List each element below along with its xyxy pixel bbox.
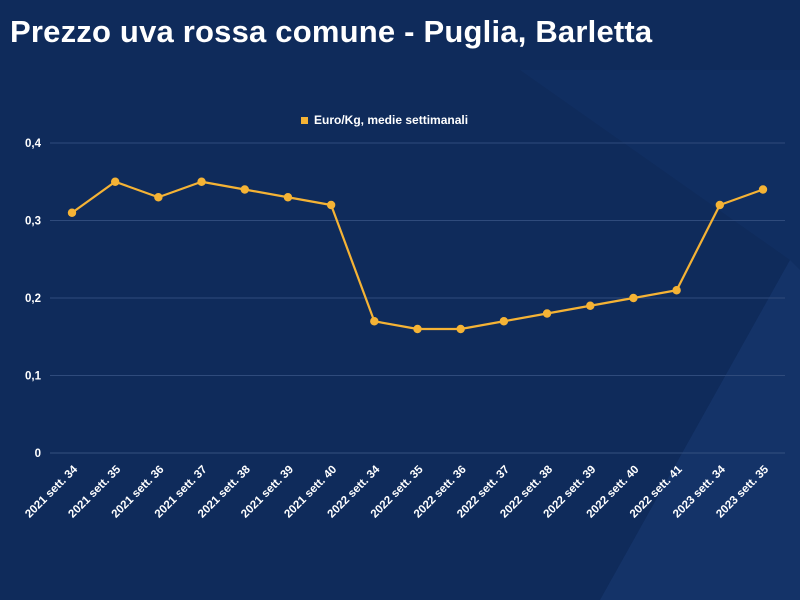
y-axis-ticks: 0 0,1 0,2 0,3 0,4 bbox=[25, 138, 42, 460]
y-tick-label: 0 bbox=[35, 448, 41, 460]
data-point bbox=[586, 301, 595, 310]
y-tick-label: 0,1 bbox=[25, 371, 42, 383]
legend-label: Euro/Kg, medie settimanali bbox=[314, 113, 468, 127]
data-point bbox=[758, 185, 768, 194]
data-point bbox=[240, 185, 249, 194]
data-point bbox=[110, 177, 120, 186]
data-point bbox=[154, 193, 163, 202]
data-point bbox=[283, 193, 293, 202]
data-point bbox=[629, 293, 638, 303]
series-line bbox=[71, 180, 764, 331]
data-point bbox=[456, 324, 465, 334]
data-point bbox=[197, 177, 206, 186]
y-tick-label: 0,4 bbox=[25, 138, 42, 150]
data-point bbox=[715, 200, 725, 210]
y-tick-label: 0,2 bbox=[25, 293, 41, 305]
data-point bbox=[672, 286, 681, 295]
data-point bbox=[370, 317, 379, 326]
chart-gridlines bbox=[50, 142, 785, 454]
data-point bbox=[542, 309, 552, 318]
chart-legend: Euro/Kg, medie settimanali bbox=[301, 113, 468, 127]
legend-swatch bbox=[301, 117, 308, 124]
data-point bbox=[499, 317, 509, 326]
page-title: Prezzo uva rossa comune - Puglia, Barlet… bbox=[10, 14, 653, 49]
y-tick-label: 0,3 bbox=[25, 216, 41, 228]
data-point bbox=[413, 324, 422, 334]
series-euro-kg bbox=[67, 177, 768, 334]
data-point bbox=[326, 200, 336, 210]
data-point bbox=[67, 208, 77, 217]
